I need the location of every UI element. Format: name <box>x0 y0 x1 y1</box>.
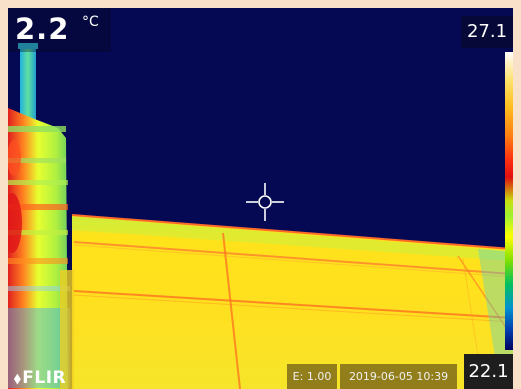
spot-meter-crosshair-icon <box>246 183 284 221</box>
pipe <box>20 48 36 128</box>
spot-temperature-value: 2.2 <box>15 12 70 46</box>
flir-mark-icon: ⬧ <box>14 369 22 387</box>
timestamp-label: 2019-06-05 10:39 <box>340 364 457 389</box>
flir-logo-icon: ⬧FLIR <box>14 368 66 388</box>
roof-surface <box>72 215 513 389</box>
temperature-unit: °C <box>82 14 99 30</box>
thermal-viewport[interactable]: 2.2 °C 27.1 22.1 E: 1.00 2019-06-05 10:3… <box>8 8 513 389</box>
emissivity-label[interactable]: E: 1.00 <box>287 364 337 389</box>
spot-temperature-readout: 2.2 °C <box>8 8 111 52</box>
scale-min-label[interactable]: 22.1 <box>464 354 513 389</box>
roof-edge <box>71 214 513 250</box>
brand-logo-text: FLIR <box>22 368 67 388</box>
scale-max-label[interactable]: 27.1 <box>461 16 513 48</box>
thermal-image <box>8 8 513 389</box>
chimney <box>8 108 68 389</box>
color-scale-bar <box>505 52 513 350</box>
